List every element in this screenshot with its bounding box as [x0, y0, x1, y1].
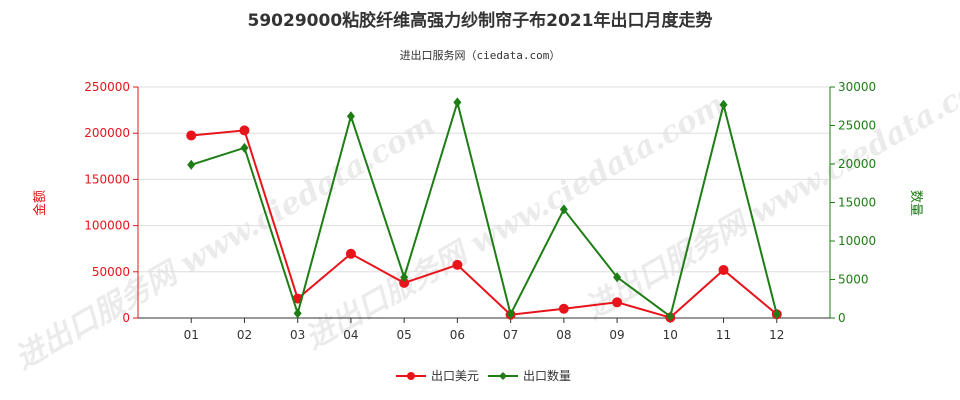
y-left-tick-label: 200000	[84, 126, 130, 140]
y-axis-left-title: 金额	[32, 190, 48, 216]
x-tick-label: 04	[343, 328, 358, 342]
x-tick-label: 06	[450, 328, 465, 342]
y-right-tick-label: 10000	[838, 234, 876, 248]
x-tick-label: 11	[716, 328, 731, 342]
series-2-point[interactable]	[719, 99, 728, 110]
y-left-tick-label: 100000	[84, 219, 130, 233]
grid-lines	[138, 86, 830, 273]
legend-marker	[499, 372, 507, 380]
x-tick-label: 10	[663, 328, 678, 342]
series-2-point[interactable]	[559, 204, 568, 215]
series-2-point[interactable]	[293, 308, 302, 319]
x-tick-label: 09	[609, 328, 624, 342]
y-right-tick-label: 5000	[838, 273, 869, 287]
y-left-tick-label: 150000	[84, 172, 130, 186]
series-1-point[interactable]	[718, 264, 729, 275]
legend-item-label[interactable]: 出口美元	[431, 369, 479, 383]
axes: 0 50000 100000 150000 200000 250000 0 5000 10000…	[84, 80, 876, 342]
series-2-point[interactable]	[506, 309, 515, 320]
series-line-2	[190, 98, 778, 319]
series-2-point[interactable]	[453, 97, 462, 108]
series-1-point[interactable]	[558, 303, 569, 314]
series-1-point[interactable]	[452, 259, 463, 270]
x-tick-label: 08	[556, 328, 571, 342]
y-left-tick-label: 50000	[92, 265, 130, 279]
series-1-point[interactable]	[239, 125, 250, 136]
series-1-point[interactable]	[345, 248, 356, 259]
x-tick-label: 03	[290, 328, 305, 342]
watermark-text: 进出口服务网 www.ciedata.com	[9, 107, 441, 376]
y-left-tick-label: 0	[122, 311, 130, 325]
series-1-point[interactable]	[612, 297, 623, 308]
series-2-point[interactable]	[400, 272, 409, 283]
series-2-point[interactable]	[772, 309, 781, 320]
series-1-point[interactable]	[399, 277, 410, 288]
series-line-1	[191, 129, 778, 319]
series-2-point[interactable]	[346, 111, 355, 122]
y-left-tick-label: 250000	[84, 80, 130, 94]
x-tick-label: 01	[184, 328, 199, 342]
series-2-point[interactable]	[666, 311, 675, 322]
x-tick-label: 07	[503, 328, 518, 342]
legend[interactable]: 出口美元 出口数量	[396, 368, 571, 383]
chart-subtitle: 进出口服务网（ciedata.com）	[400, 48, 561, 62]
series-2-point[interactable]	[240, 142, 249, 153]
series-layer	[186, 97, 782, 323]
legend-marker	[407, 372, 415, 380]
series-2-point[interactable]	[613, 272, 622, 283]
series-2-point[interactable]	[187, 159, 196, 170]
x-tick-label: 02	[237, 328, 252, 342]
y-right-tick-label: 15000	[838, 196, 876, 210]
y-right-tick-label: 25000	[838, 119, 876, 133]
x-tick-label: 12	[769, 328, 784, 342]
y-axis-right-title: 数量	[908, 190, 923, 216]
y-right-tick-label: 30000	[838, 80, 876, 94]
x-tick-label: 05	[397, 328, 412, 342]
chart-title: 59029000粘胶纤维高强力纱制帘子布2021年出口月度走势	[248, 10, 713, 31]
y-right-tick-label: 20000	[838, 157, 876, 171]
y-right-tick-label: 0	[838, 311, 846, 325]
series-1-point[interactable]	[186, 130, 197, 141]
legend-item-label[interactable]: 出口数量	[523, 368, 571, 383]
